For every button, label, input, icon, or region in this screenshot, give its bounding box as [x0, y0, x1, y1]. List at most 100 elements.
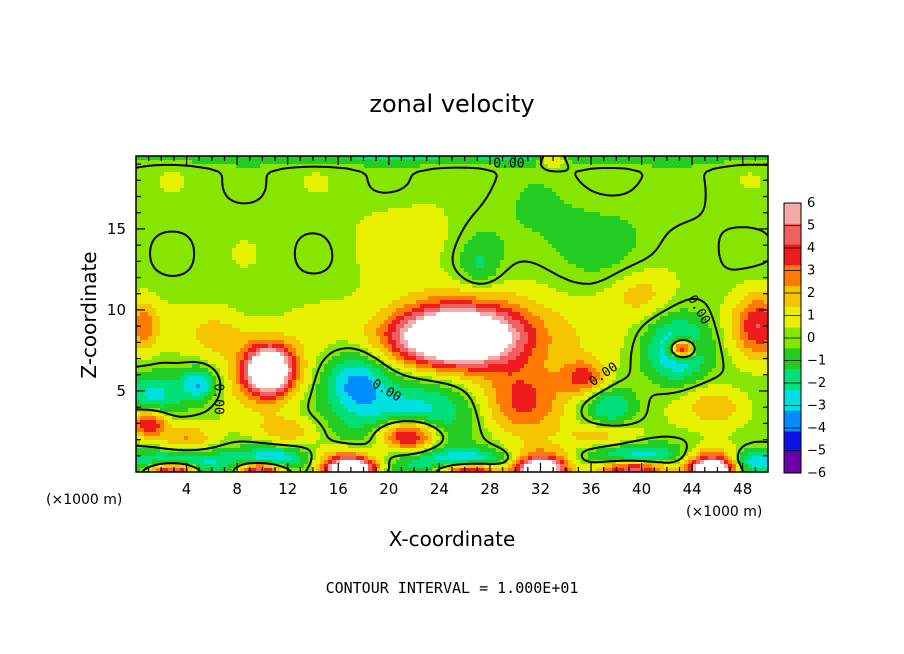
field-cell [284, 260, 289, 265]
field-cell [624, 260, 629, 265]
field-cell [268, 208, 273, 213]
field-cell [192, 276, 197, 281]
field-cell [428, 188, 433, 193]
field-cell [168, 160, 173, 165]
field-cell [760, 276, 765, 281]
field-cell [448, 240, 453, 245]
field-cell [764, 168, 768, 173]
field-cell [700, 160, 705, 165]
field-cell [204, 184, 209, 189]
field-cell [584, 216, 589, 221]
field-cell [420, 272, 425, 277]
field-cell [200, 236, 205, 241]
field-cell [528, 188, 533, 193]
field-cell [452, 156, 457, 161]
field-cell [328, 184, 333, 189]
field-cell [172, 252, 177, 257]
field-cell [196, 280, 201, 285]
field-cell [204, 268, 209, 273]
field-cell [312, 248, 317, 253]
field-cell [440, 224, 445, 229]
field-cell [716, 160, 721, 165]
field-cell [484, 264, 489, 269]
field-cell [632, 244, 637, 249]
field-cell [488, 256, 493, 261]
field-cell [672, 208, 677, 213]
field-cell [428, 272, 433, 277]
field-cell [520, 216, 525, 221]
field-cell [336, 244, 341, 249]
field-cell [492, 232, 497, 237]
field-cell [432, 256, 437, 261]
field-cell [544, 252, 549, 257]
field-cell [208, 192, 213, 197]
field-cell [204, 280, 209, 285]
field-cell [544, 200, 549, 205]
field-cell [396, 260, 401, 265]
field-cell [252, 216, 257, 221]
field-cell [196, 252, 201, 257]
field-cell [220, 208, 225, 213]
field-cell [172, 188, 177, 193]
field-cell [164, 196, 169, 201]
field-cell [300, 192, 305, 197]
field-cell [580, 176, 585, 181]
field-cell [336, 208, 341, 213]
field-cell [608, 160, 613, 165]
field-cell [668, 272, 673, 277]
field-cell [656, 228, 661, 233]
field-cell [764, 188, 768, 193]
field-cell [368, 196, 373, 201]
field-cell [692, 176, 697, 181]
field-cell [392, 276, 397, 281]
field-cell [408, 188, 413, 193]
field-cell [760, 248, 765, 253]
field-cell [588, 264, 593, 269]
field-cell [284, 208, 289, 213]
field-cell [320, 272, 325, 277]
field-cell [216, 168, 221, 173]
field-cell [732, 168, 737, 173]
field-cell [644, 268, 649, 273]
field-cell [528, 276, 533, 281]
field-cell [680, 188, 685, 193]
field-cell [580, 220, 585, 225]
field-cell [720, 256, 725, 261]
field-cell [624, 204, 629, 209]
field-cell [196, 216, 201, 221]
field-cell [168, 260, 173, 265]
field-cell [332, 196, 337, 201]
field-cell [564, 188, 569, 193]
field-cell [212, 208, 217, 213]
field-cell [244, 200, 249, 205]
field-cell [404, 156, 409, 161]
field-cell [208, 264, 213, 269]
field-cell [148, 220, 153, 225]
field-cell [720, 216, 725, 221]
field-cell [540, 252, 545, 257]
field-cell [628, 212, 633, 217]
field-cell [588, 216, 593, 221]
field-cell [700, 228, 705, 233]
field-cell [200, 272, 205, 277]
field-cell [736, 188, 741, 193]
field-cell [504, 200, 509, 205]
field-cell [692, 228, 697, 233]
field-cell [512, 180, 517, 185]
field-cell [288, 248, 293, 253]
field-cell [656, 192, 661, 197]
field-cell [548, 200, 553, 205]
field-cell [556, 196, 561, 201]
field-cell [648, 168, 653, 173]
field-cell [264, 244, 269, 249]
field-cell [748, 176, 753, 181]
field-cell [636, 192, 641, 197]
field-cell [412, 260, 417, 265]
field-cell [448, 192, 453, 197]
field-cell [196, 176, 201, 181]
field-cell [512, 184, 517, 189]
field-cell [600, 188, 605, 193]
field-cell [404, 220, 409, 225]
field-cell [488, 252, 493, 257]
field-cell [612, 168, 617, 173]
